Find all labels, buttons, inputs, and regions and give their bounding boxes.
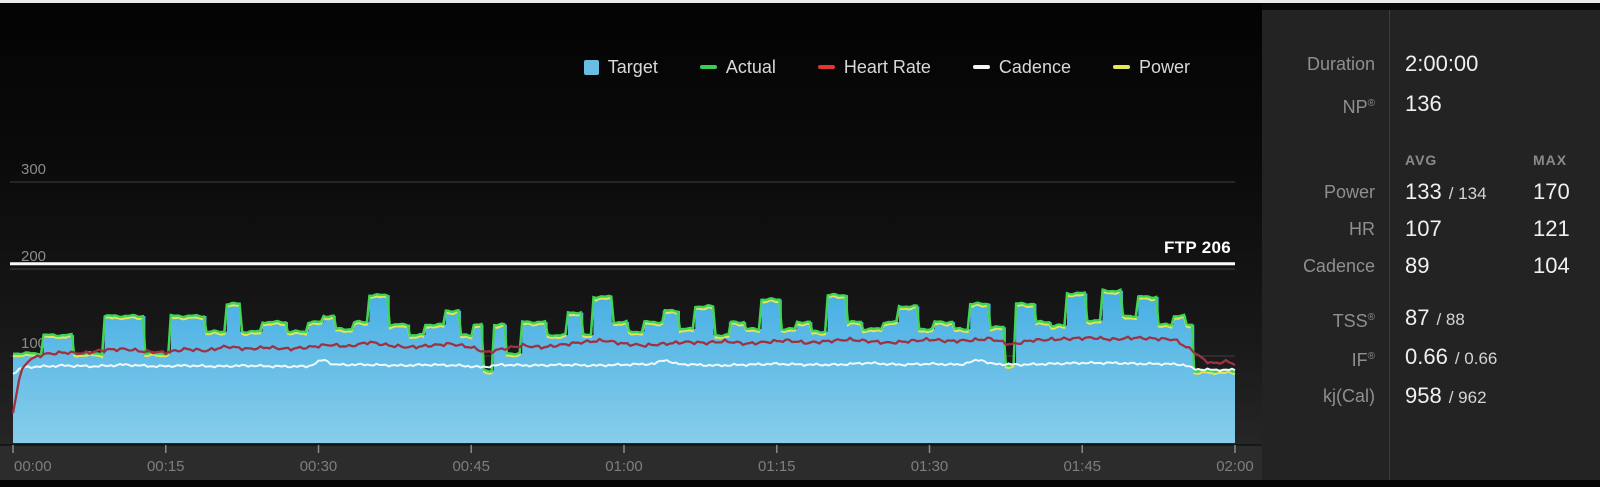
svg-text:01:45: 01:45	[1063, 458, 1101, 475]
kj-value: 958/ 962	[1405, 383, 1487, 408]
svg-text:01:30: 01:30	[911, 458, 949, 475]
cadence-label: Cadence	[1302, 256, 1375, 276]
window-top-border	[0, 0, 1600, 3]
power-label: Power	[1323, 182, 1375, 202]
svg-text:00:15: 00:15	[147, 458, 185, 475]
legend-item-actual[interactable]: Actual	[699, 56, 776, 78]
stat-header-row: AVG MAX	[1262, 146, 1600, 174]
legend-label: Power	[1138, 56, 1190, 77]
if-value: 0.66/ 0.66	[1405, 344, 1498, 369]
registered-mark-icon: ®	[1367, 312, 1375, 323]
np-value: 136	[1405, 91, 1442, 116]
stat-row-hr: HR 107 121	[1262, 215, 1600, 243]
tss-value: 87/ 88	[1405, 305, 1465, 330]
workout-chart-section: 100 200 300 00:00 00:15 00:30 00:45 01:00 01:15 0…	[0, 3, 1262, 480]
legend-label: Cadence	[998, 56, 1071, 77]
hr-label: HR	[1349, 219, 1375, 239]
power-max-value: 170	[1533, 179, 1570, 204]
svg-text:01:00: 01:00	[605, 458, 643, 475]
svg-text:00:45: 00:45	[452, 458, 490, 475]
kj-label: kj(Cal)	[1323, 386, 1375, 406]
power-swatch-icon	[1112, 65, 1130, 69]
stat-row-duration: Duration 2:00:00	[1262, 50, 1600, 78]
cadence-avg-value: 89	[1405, 253, 1430, 278]
tss-target-value: / 88	[1436, 310, 1465, 329]
legend-label: Heart Rate	[843, 56, 931, 77]
svg-text:200: 200	[21, 248, 46, 265]
svg-text:100: 100	[21, 335, 46, 352]
legend-item-heart-rate[interactable]: Heart Rate	[817, 56, 931, 78]
svg-text:300: 300	[21, 161, 46, 178]
power-target-avg-value: / 134	[1448, 184, 1487, 203]
if-target-value: / 0.66	[1454, 349, 1498, 368]
heart-rate-swatch-icon	[817, 65, 835, 69]
duration-value: 2:00:00	[1405, 51, 1479, 76]
if-label: IF®	[1351, 350, 1375, 370]
power-avg-value: 133/ 134	[1405, 179, 1487, 204]
cadence-swatch-icon	[972, 65, 990, 69]
legend-item-power[interactable]: Power	[1112, 56, 1190, 78]
summary-panel: Duration 2:00:00 NP® 136 AVG MAX Power 1…	[1262, 10, 1600, 480]
svg-text:02:00: 02:00	[1216, 458, 1254, 475]
stat-row-if: IF® 0.66/ 0.66	[1262, 343, 1600, 371]
hr-max-value: 121	[1533, 216, 1570, 241]
legend-item-cadence[interactable]: Cadence	[972, 56, 1071, 78]
actual-swatch-icon	[699, 65, 717, 69]
target-swatch-icon	[583, 59, 599, 75]
bottom-strip	[0, 480, 1600, 487]
stat-row-tss: TSS® 87/ 88	[1262, 304, 1600, 332]
workout-chart-plot[interactable]: 100 200 300 00:00 00:15 00:30 00:45 01:00 01:15 0…	[0, 0, 1262, 480]
tss-label: TSS®	[1332, 311, 1375, 331]
legend-item-target[interactable]: Target	[583, 56, 658, 78]
panel-divider	[1389, 10, 1390, 480]
avg-column-header: AVG	[1405, 152, 1438, 168]
np-label: NP®	[1342, 97, 1375, 117]
ftp-line-label: FTP 206	[1164, 238, 1231, 257]
legend-label: Actual	[725, 56, 776, 77]
stat-row-power: Power 133/ 134 170	[1262, 178, 1600, 206]
svg-text:00:30: 00:30	[300, 458, 338, 475]
hr-avg-value: 107	[1405, 216, 1442, 241]
svg-text:01:15: 01:15	[758, 458, 796, 475]
max-column-header: MAX	[1533, 152, 1568, 168]
stat-row-kj: kj(Cal) 958/ 962	[1262, 382, 1600, 410]
registered-mark-icon: ®	[1367, 351, 1375, 362]
cadence-max-value: 104	[1533, 253, 1570, 278]
stat-row-cadence: Cadence 89 104	[1262, 252, 1600, 280]
chart-legend: Target Actual Heart Rate Cadence Power	[0, 52, 1190, 82]
svg-text:00:00: 00:00	[14, 458, 52, 475]
stat-row-np: NP® 136	[1262, 90, 1600, 118]
registered-mark-icon: ®	[1367, 98, 1375, 109]
duration-label: Duration	[1306, 54, 1375, 74]
kj-target-value: / 962	[1448, 388, 1487, 407]
legend-label: Target	[607, 56, 658, 77]
